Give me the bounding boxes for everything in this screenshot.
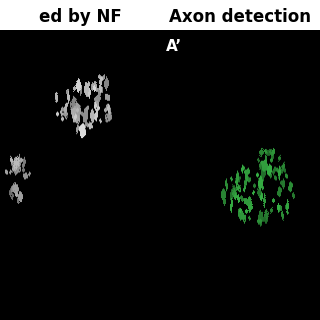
Text: ed by NF: ed by NF xyxy=(39,8,121,26)
Text: A’: A’ xyxy=(166,39,182,54)
Text: Axon detection: Axon detection xyxy=(169,8,311,26)
